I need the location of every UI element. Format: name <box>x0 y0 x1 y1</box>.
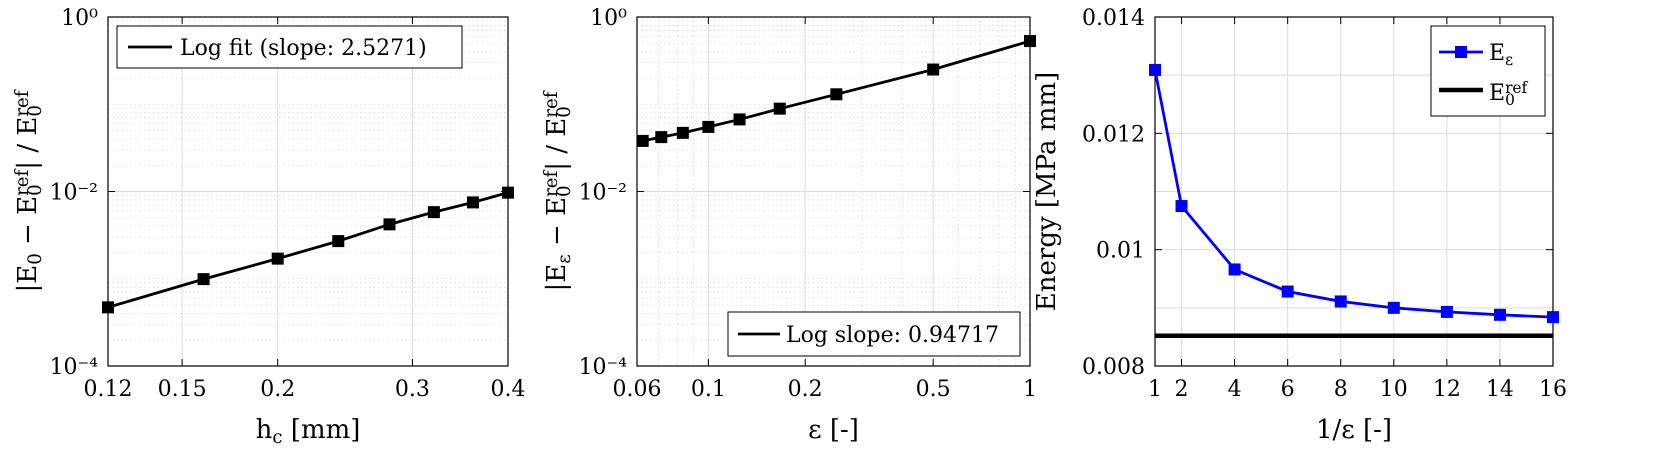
data-point <box>1024 35 1036 48</box>
y-tick-label: 10⁰ <box>61 6 98 31</box>
series <box>636 35 1036 147</box>
data-point <box>733 113 746 126</box>
x-tick-label: 1 <box>1023 377 1037 402</box>
axes: 1 2 4 6 8 10 12 14 16 0.008 0.01 0.012 0.014 1/ε [-] E… <box>1032 6 1567 445</box>
legend-box <box>1430 25 1546 117</box>
data-point <box>466 196 479 209</box>
y-tick-label: 10⁻⁴ <box>579 355 628 380</box>
y-tick-label: 0.014 <box>1082 6 1145 31</box>
legend: Log fit (slope: 2.5271) <box>116 25 463 69</box>
series-line-1 <box>107 191 509 309</box>
y-tick-label: 10⁻² <box>579 181 627 206</box>
y-axis-label: |E0 − E0ref| / E0ref <box>12 89 46 292</box>
data-point <box>102 301 114 314</box>
x-tick-label: 12 <box>1433 377 1461 402</box>
legend-entry: Eε <box>1489 41 1513 69</box>
data-point <box>502 186 514 199</box>
axes-box <box>1154 16 1554 367</box>
axes: 0.06 0.1 0.2 0.5 1 10⁻⁴ 10⁻² 10⁰ ε [-] |Eε − E0re… <box>541 6 1037 445</box>
legend-box <box>116 25 463 69</box>
panel-1-log-convergence-hc: 0.12 0.15 0.2 0.3 0.4 10⁻⁴ 10⁻² 10⁰ hc [mm] |E0 −… <box>12 6 526 448</box>
legend-entry: Log slope: 0.94717 <box>786 323 999 348</box>
x-tick-label: 8 <box>1334 377 1348 402</box>
data-point <box>197 273 210 286</box>
data-point <box>1228 263 1241 276</box>
legend: Log slope: 0.94717 <box>727 311 1021 357</box>
data-point <box>702 120 715 133</box>
x-tick-label: 16 <box>1539 377 1567 402</box>
x-tick-label: 4 <box>1228 377 1242 402</box>
data-point <box>1175 200 1188 213</box>
x-tick-label: 2 <box>1175 377 1189 402</box>
axes: 0.12 0.15 0.2 0.3 0.4 10⁻⁴ 10⁻² 10⁰ hc [mm] |E0 −… <box>12 6 526 448</box>
panel-2-log-convergence-epsilon: 0.06 0.1 0.2 0.5 1 10⁻⁴ 10⁻² 10⁰ ε [-] |Eε − E0re… <box>541 6 1037 445</box>
y-tick-label: 0.012 <box>1082 122 1145 147</box>
x-axis-label: ε [-] <box>808 415 859 445</box>
data-point <box>676 126 689 139</box>
legend-marker <box>1455 46 1467 58</box>
data-point <box>1547 311 1559 324</box>
data-point <box>1440 305 1453 318</box>
data-point <box>383 218 396 231</box>
x-axis-label: hc [mm] <box>256 415 361 448</box>
data-point <box>1493 308 1506 321</box>
panel-3-energy-vs-inverse-epsilon: 1 2 4 6 8 10 12 14 16 0.008 0.01 0.012 0.014 1/ε [-] E… <box>1032 6 1567 445</box>
data-point <box>636 134 649 147</box>
x-axis-label: 1/ε [-] <box>1316 415 1392 445</box>
y-axis-label: Energy [MPa mm] <box>1032 72 1062 311</box>
x-tick-label: 0.5 <box>916 377 951 402</box>
series <box>102 186 514 314</box>
legend-entry: E0ref <box>1489 79 1529 108</box>
data-point <box>332 235 345 248</box>
grid <box>107 16 509 367</box>
data-point <box>1149 63 1161 76</box>
x-tick-label: 0.15 <box>158 377 207 402</box>
x-tick-label: 0.12 <box>84 377 133 402</box>
y-tick-label: 10⁻⁴ <box>50 355 99 380</box>
data-point <box>1334 295 1347 308</box>
x-tick-label: 0.2 <box>260 377 295 402</box>
x-tick-label: 0.4 <box>491 377 526 402</box>
y-tick-label: 10⁰ <box>590 6 627 31</box>
data-point <box>773 102 786 115</box>
legend-entry: Log fit (slope: 2.5271) <box>180 36 427 61</box>
y-tick-label: 10⁻² <box>50 181 98 206</box>
y-tick-label: 0.008 <box>1082 355 1145 380</box>
y-axis-label: |Eε − E0ref| / E0ref <box>541 90 575 291</box>
data-point <box>1281 285 1294 298</box>
x-tick-label: 0.3 <box>395 377 430 402</box>
x-tick-label: 10 <box>1380 377 1408 402</box>
x-tick-label: 14 <box>1486 377 1514 402</box>
axes-box <box>636 16 1031 367</box>
data-point <box>271 252 284 265</box>
x-tick-label: 0.2 <box>788 377 823 402</box>
series <box>1149 63 1559 339</box>
data-point <box>1387 301 1400 314</box>
data-point <box>830 88 843 101</box>
x-tick-label: 1 <box>1148 377 1162 402</box>
data-point <box>427 206 440 219</box>
y-tick-label: 0.01 <box>1096 239 1145 264</box>
x-tick-label: 6 <box>1281 377 1295 402</box>
legend: Eε E0ref <box>1430 25 1546 117</box>
data-point <box>655 131 668 144</box>
data-point <box>927 63 940 76</box>
x-tick-label: 0.06 <box>613 377 662 402</box>
x-tick-label: 0.1 <box>691 377 726 402</box>
